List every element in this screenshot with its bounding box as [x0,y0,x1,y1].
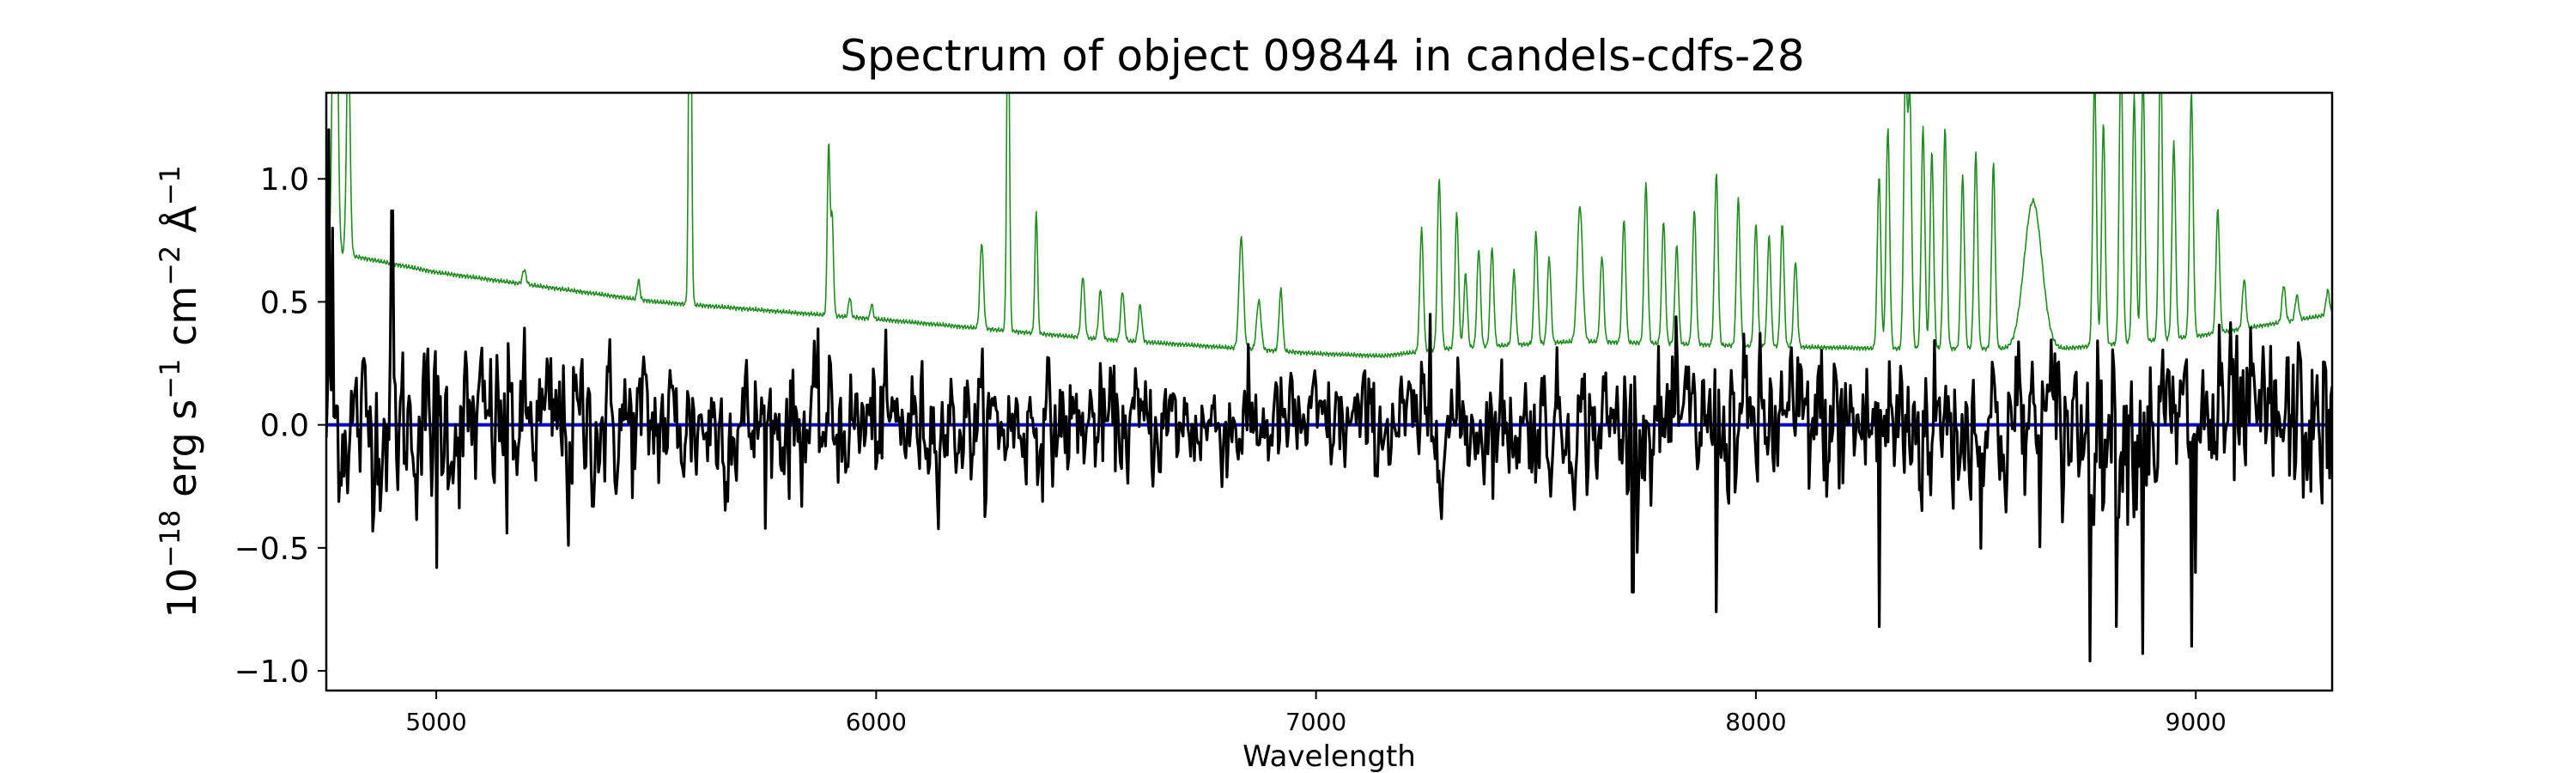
x-tick-label: 9000 [2166,708,2227,736]
y-axis: 1.0 0.5 0.0 −0.5 −1.0 [234,162,326,690]
y-axis-label-part: −1 [154,165,186,205]
x-axis: 5000 6000 7000 8000 9000 [405,691,2227,736]
y-axis-label-part: −2 [154,246,186,286]
error-spectrum-line [326,93,2332,359]
y-axis-label-part: −18 [154,510,186,569]
y-tick-label: 0.5 [260,285,309,320]
chart-title: Spectrum of object 09844 in candels-cdfs… [840,31,1805,81]
y-axis-label-part: erg s [159,399,205,510]
y-tick-label: −1.0 [234,654,309,690]
x-tick-label: 8000 [1725,708,1786,736]
flux-spectrum-line [326,128,2332,663]
y-axis-label-part: Å [159,205,205,246]
y-tick-label: 1.0 [260,162,309,198]
x-tick-label: 7000 [1285,708,1346,736]
y-axis-label-part: −1 [154,359,186,399]
plot-frame [325,91,2334,692]
y-axis-label-part: 10 [159,568,205,618]
x-tick-label: 5000 [405,708,466,736]
x-axis-label: Wavelength [1242,740,1416,773]
x-tick-label: 6000 [846,708,907,736]
y-axis-label-part: cm [159,286,205,359]
y-axis-label: 10−18 erg s−1 cm−2 Å−1 [154,165,205,618]
y-tick-label: 0.0 [260,409,309,444]
plot-area [326,93,2332,663]
y-tick-label: −0.5 [234,532,309,567]
